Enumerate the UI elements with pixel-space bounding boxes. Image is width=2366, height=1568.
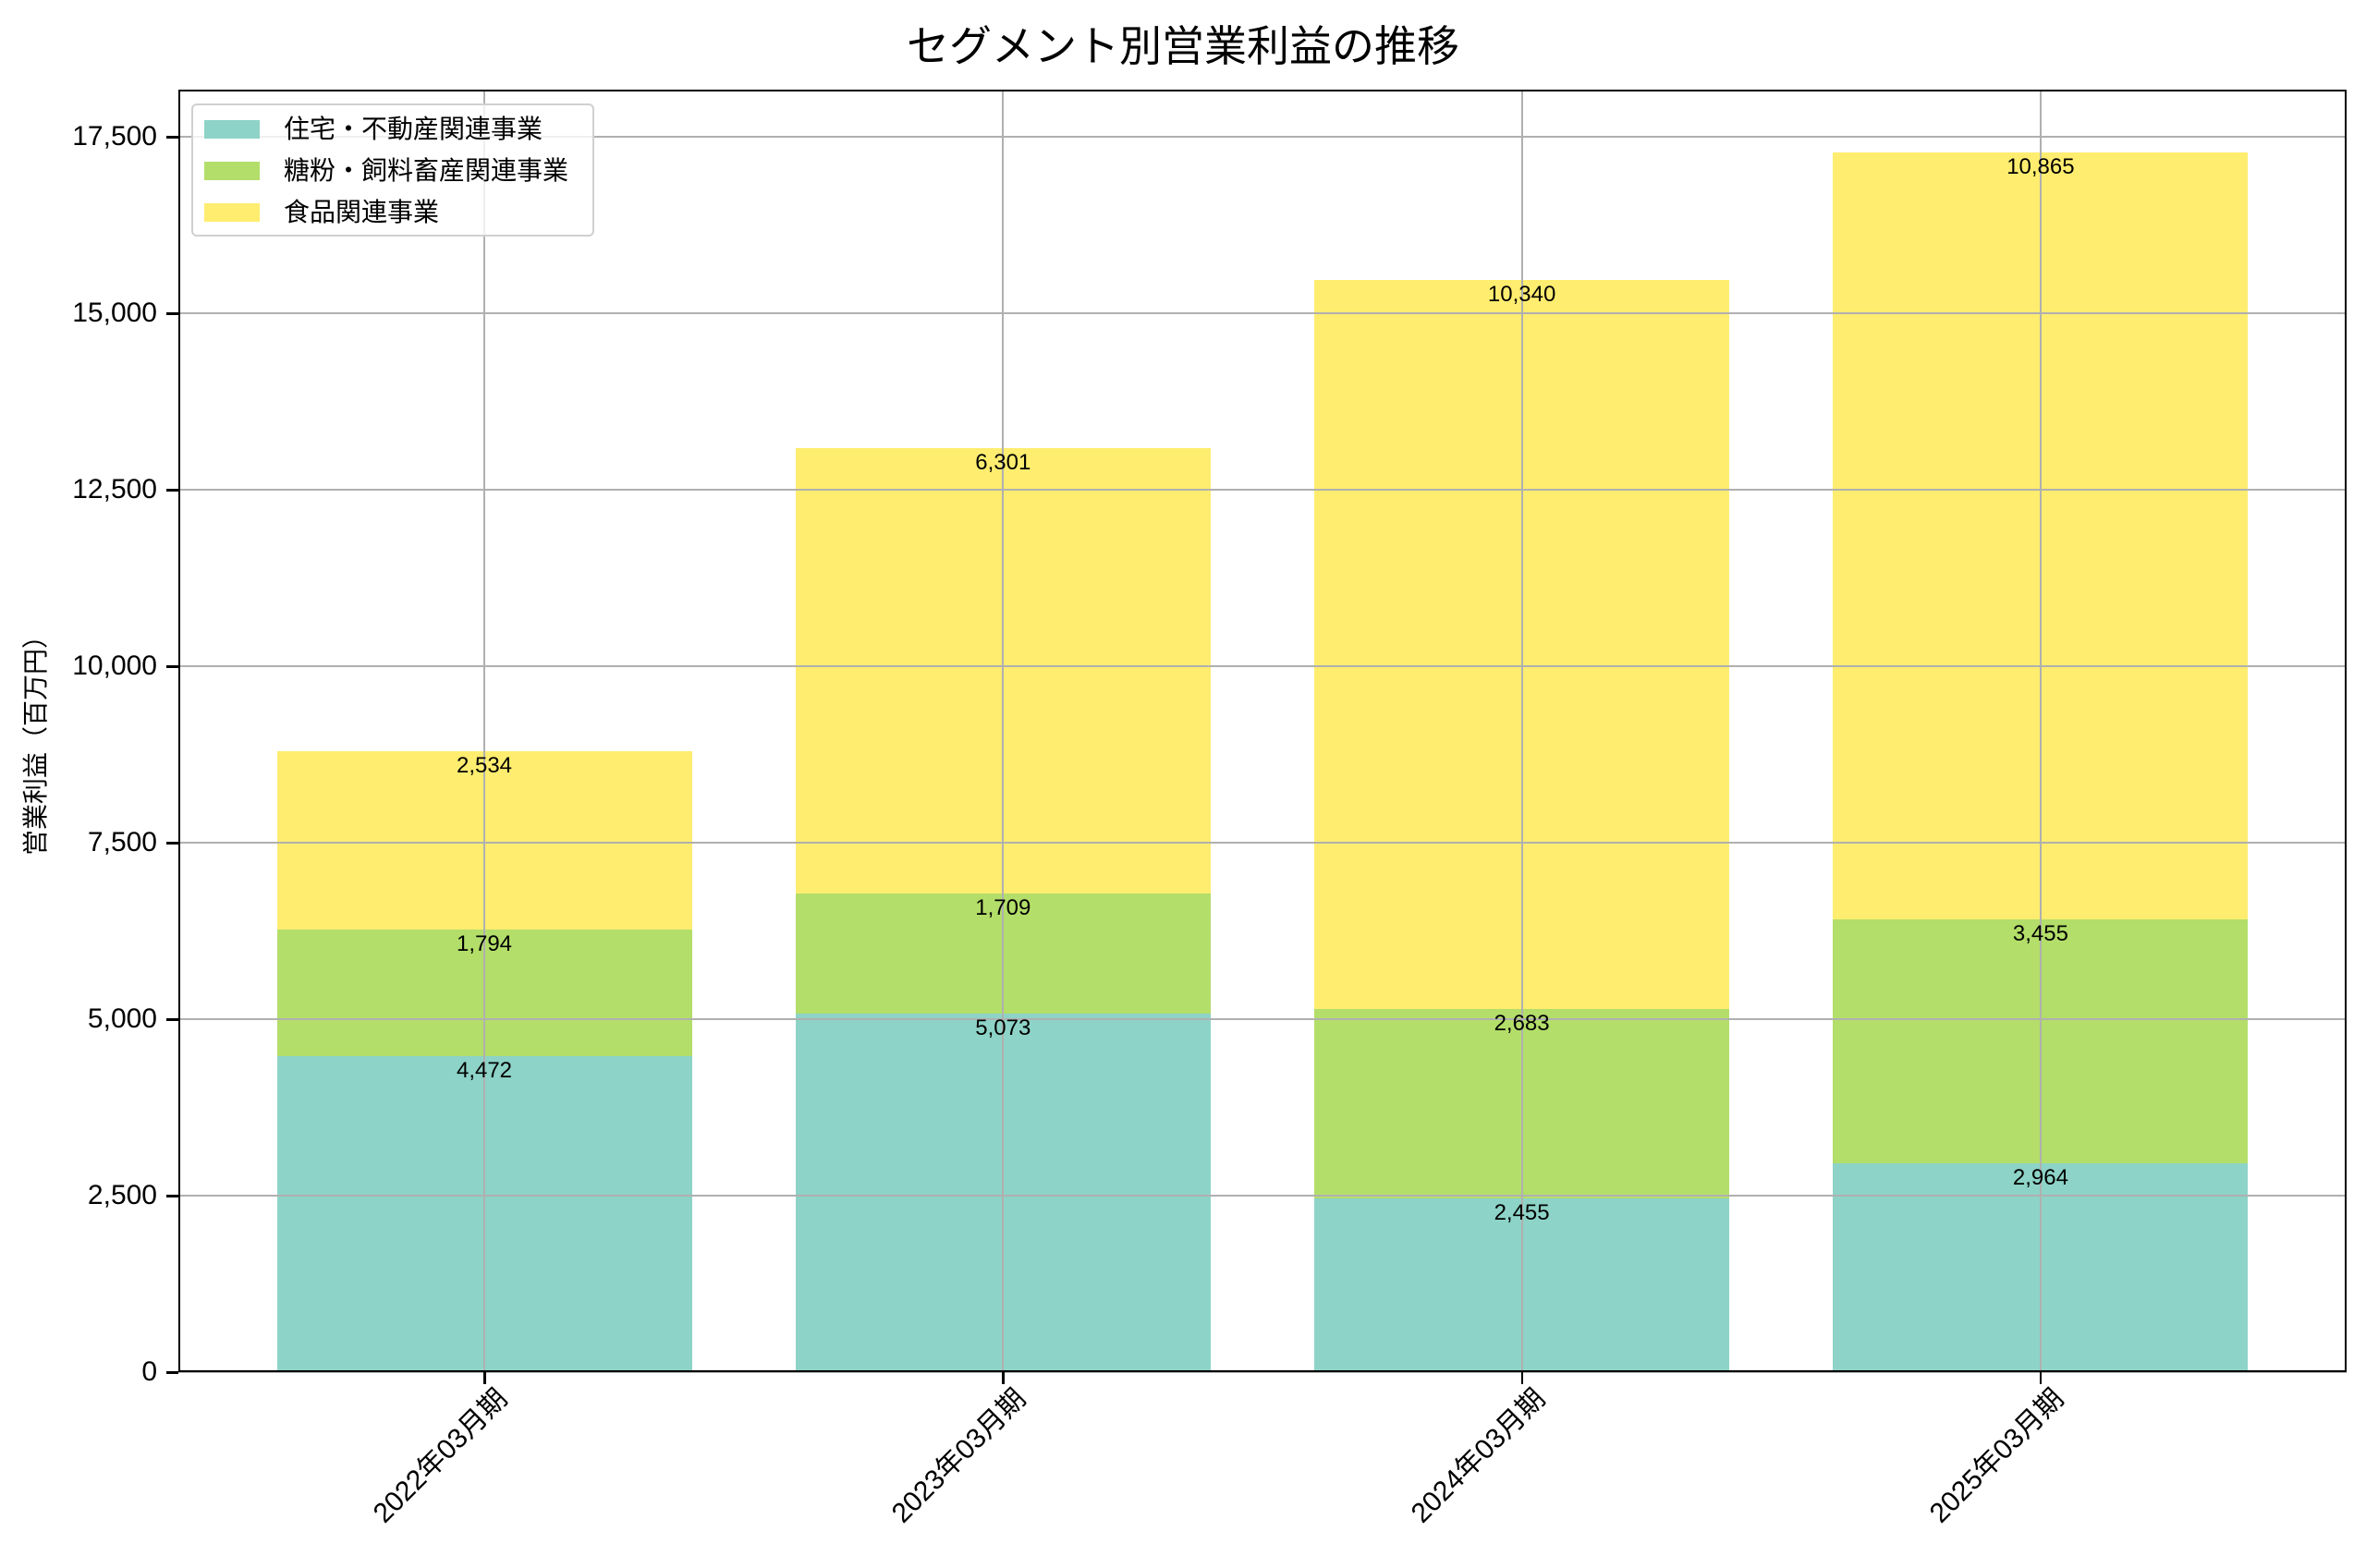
y-tick-mark: [166, 136, 178, 139]
legend-label: 住宅・不動産関連事業: [284, 115, 543, 143]
y-tick-label: 12,500: [72, 474, 157, 505]
y-tick-mark: [166, 665, 178, 668]
y-tick-label: 15,000: [72, 298, 157, 329]
data-label: 10,340: [1487, 281, 1556, 307]
data-label: 2,683: [1494, 1011, 1550, 1037]
legend-item: 食品関連事業: [193, 194, 592, 231]
grid-line-vertical: [483, 90, 485, 1372]
legend-item: 住宅・不動産関連事業: [193, 111, 592, 148]
grid-line-horizontal: [178, 842, 2347, 844]
x-tick-mark: [1520, 1372, 1524, 1384]
y-tick-mark: [166, 312, 178, 315]
plot-area: [178, 90, 2347, 1372]
legend-label: 食品関連事業: [284, 198, 440, 226]
legend-swatch-icon: [204, 120, 260, 139]
data-label: 2,964: [2012, 1164, 2068, 1190]
x-tick-label: 2025年03月期: [1923, 1383, 2070, 1529]
y-tick-mark: [166, 1195, 178, 1197]
x-tick-label: 2024年03月期: [1405, 1383, 1552, 1529]
data-label: 1,794: [456, 931, 513, 957]
legend-swatch-icon: [204, 203, 260, 222]
x-tick-label: 2022年03月期: [367, 1383, 514, 1529]
data-label: 6,301: [975, 450, 1031, 476]
grid-line-vertical: [1002, 90, 1005, 1372]
legend: 住宅・不動産関連事業 糖粉・飼料畜産関連事業 食品関連事業: [191, 103, 594, 237]
grid-line-horizontal: [178, 136, 2347, 139]
grid-line-horizontal: [178, 1018, 2347, 1020]
grid-line-horizontal: [178, 1371, 2347, 1373]
grid-line-horizontal: [178, 489, 2347, 492]
data-label: 4,472: [456, 1058, 513, 1084]
grid-line-vertical: [2039, 90, 2042, 1372]
legend-label: 糖粉・飼料畜産関連事業: [284, 156, 569, 185]
data-label: 1,709: [975, 894, 1031, 920]
y-tick-label: 0: [141, 1356, 157, 1387]
y-tick-label: 7,500: [87, 827, 157, 857]
data-label: 10,865: [2006, 153, 2075, 179]
legend-swatch-icon: [204, 162, 260, 180]
y-tick-label: 10,000: [72, 650, 157, 682]
y-tick-mark: [166, 842, 178, 845]
data-label: 3,455: [2012, 920, 2068, 946]
grid-line-horizontal: [178, 312, 2347, 315]
grid-line-vertical: [1520, 90, 1523, 1372]
y-tick-mark: [166, 1371, 178, 1374]
x-tick-mark: [483, 1372, 486, 1384]
y-tick-mark: [166, 1018, 178, 1021]
y-tick-label: 2,500: [87, 1180, 157, 1210]
y-tick-label: 5,000: [87, 1003, 157, 1034]
x-tick-mark: [1002, 1372, 1005, 1384]
legend-item: 糖粉・飼料畜産関連事業: [193, 152, 592, 189]
grid-line-horizontal: [178, 1195, 2347, 1197]
y-tick-mark: [166, 489, 178, 492]
chart-title: セグメント別営業利益の推移: [907, 22, 1459, 70]
y-tick-label: 17,500: [72, 121, 157, 152]
data-label: 2,534: [456, 752, 513, 778]
data-label: 5,073: [975, 1015, 1031, 1041]
x-tick-label: 2023年03月期: [885, 1383, 1032, 1529]
data-label: 2,455: [1494, 1200, 1550, 1226]
grid-line-horizontal: [178, 665, 2347, 668]
x-tick-mark: [2039, 1372, 2043, 1384]
